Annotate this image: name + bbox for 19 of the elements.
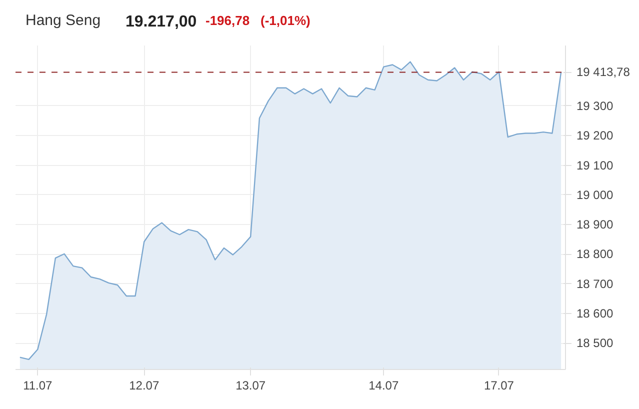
y-tick-label: 19 300 (576, 98, 614, 113)
y-tick-label: 18 700 (576, 276, 614, 291)
y-tick-label: 18 800 (576, 247, 614, 262)
x-tick-label: 11.07 (23, 378, 53, 392)
text: -196,78 (206, 13, 250, 28)
x-tick-label: 12.07 (129, 378, 160, 392)
text: 19.217,00 (126, 14, 197, 30)
y-tick-label: 18 600 (576, 306, 614, 320)
x-tick-label: 17.07 (484, 378, 514, 392)
ref-line-label: 19 413,78 (576, 65, 630, 80)
y-tick-label: 19 200 (576, 128, 614, 143)
text: (-1,01%) (260, 13, 310, 28)
y-tick-label: 19 000 (576, 188, 614, 202)
chart-title: Hang Seng (26, 12, 101, 29)
y-tick-label: 19 100 (576, 158, 614, 172)
y-tick-label: 18 500 (576, 336, 614, 350)
y-tick-label: 18 900 (576, 218, 614, 232)
x-tick-label: 13.07 (236, 378, 266, 392)
x-tick-label: 14.07 (368, 378, 399, 392)
